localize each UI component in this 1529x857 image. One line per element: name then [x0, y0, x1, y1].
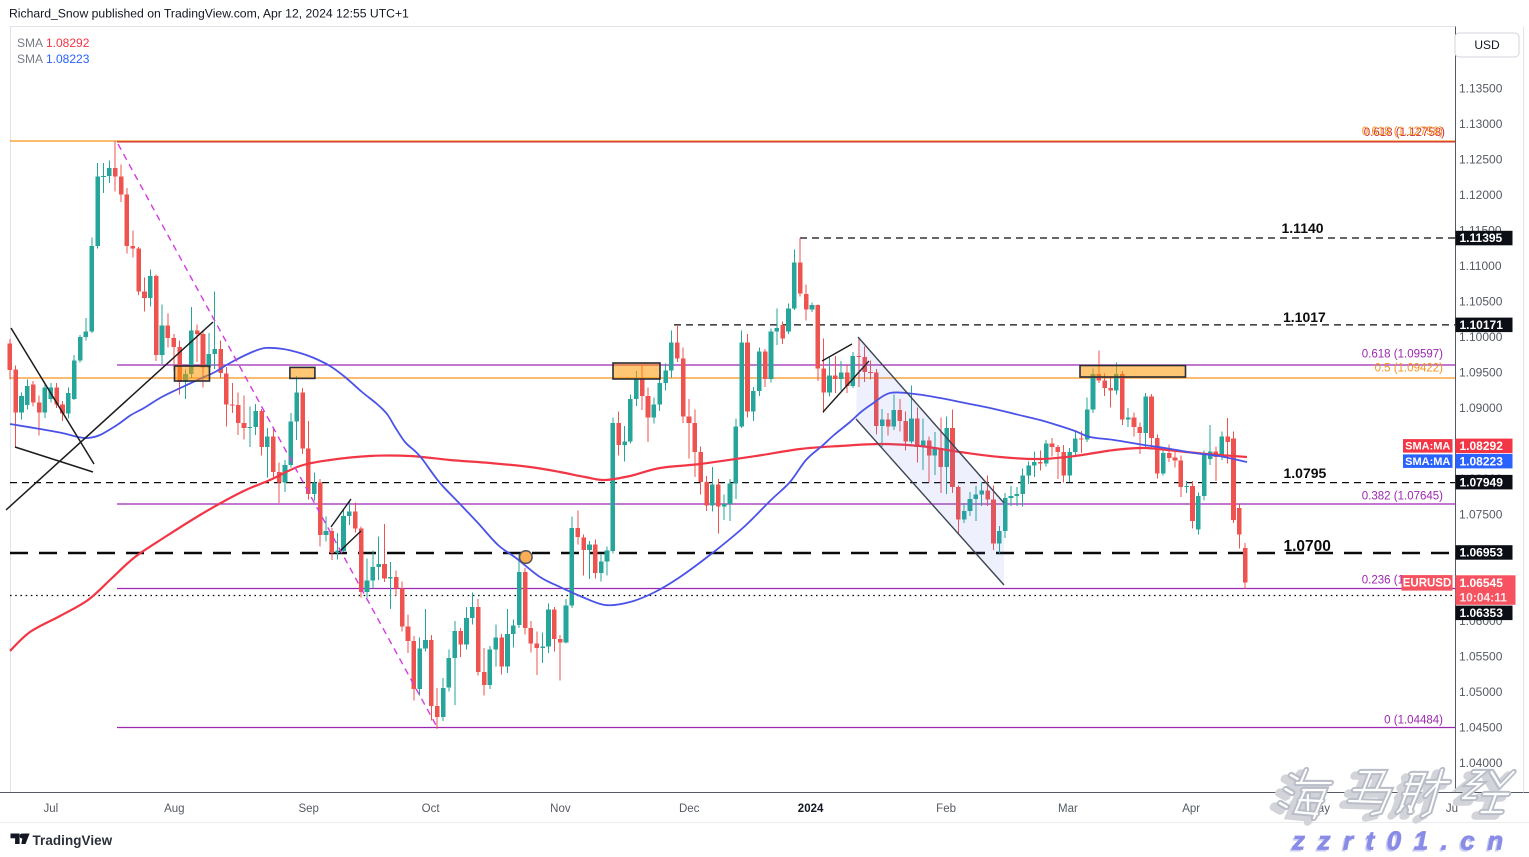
svg-text:Sep: Sep [298, 803, 318, 815]
svg-text:1.09500: 1.09500 [1459, 366, 1503, 380]
svg-text:1.06353: 1.06353 [1460, 606, 1504, 620]
svg-text:Nov: Nov [550, 803, 571, 815]
svg-text:0.618 (1.12758): 0.618 (1.12758) [1364, 127, 1445, 139]
svg-text:zzrt01.cn: zzrt01.cn [1289, 828, 1514, 857]
svg-text:0.382 (1.07645): 0.382 (1.07645) [1362, 491, 1443, 503]
svg-text:1.08292: 1.08292 [46, 36, 90, 50]
svg-text:1.05500: 1.05500 [1459, 650, 1503, 664]
svg-text:1.13500: 1.13500 [1459, 82, 1503, 96]
svg-text:1.04500: 1.04500 [1459, 721, 1503, 735]
svg-text:TradingView: TradingView [33, 833, 113, 848]
svg-text:1.11395: 1.11395 [1460, 231, 1503, 245]
svg-text:SMA: SMA [17, 36, 43, 50]
svg-text:1.09000: 1.09000 [1459, 401, 1503, 415]
svg-text:1.10500: 1.10500 [1459, 295, 1503, 309]
svg-text:1.08292: 1.08292 [1460, 439, 1504, 453]
svg-text:1.10000: 1.10000 [1459, 330, 1503, 344]
svg-text:Richard_Snow published on Trad: Richard_Snow published on TradingView.co… [9, 7, 409, 21]
svg-text:Apr: Apr [1182, 803, 1200, 815]
svg-text:1.05000: 1.05000 [1459, 685, 1503, 699]
svg-text:1.08223: 1.08223 [46, 52, 90, 66]
svg-text:1.07949: 1.07949 [1460, 475, 1504, 489]
svg-text:1.07500: 1.07500 [1459, 508, 1503, 522]
svg-text:Mar: Mar [1058, 803, 1078, 815]
svg-text:1.1140: 1.1140 [1282, 220, 1324, 236]
svg-text:Oct: Oct [422, 803, 441, 815]
svg-text:0.236 (1: 0.236 (1 [1362, 575, 1404, 587]
svg-text:EURUSD: EURUSD [1403, 578, 1452, 590]
svg-text:1.0700: 1.0700 [1284, 538, 1331, 555]
svg-text:zzrt01.cn: zzrt01.cn [1291, 826, 1516, 856]
svg-text:0.618 (1.09597): 0.618 (1.09597) [1362, 349, 1443, 361]
svg-text:Dec: Dec [679, 803, 700, 815]
svg-text:1.10171: 1.10171 [1460, 318, 1504, 332]
svg-text:1.1017: 1.1017 [1283, 309, 1326, 325]
svg-text:1.06953: 1.06953 [1460, 546, 1504, 560]
svg-text:Jul: Jul [43, 803, 58, 815]
svg-text:SMA:MA: SMA:MA [1405, 456, 1450, 468]
svg-text:1.08223: 1.08223 [1460, 454, 1504, 468]
svg-text:0 (1.04484): 0 (1.04484) [1384, 715, 1443, 727]
svg-text:1.11000: 1.11000 [1459, 259, 1502, 273]
svg-text:USD: USD [1474, 38, 1500, 52]
svg-text:SMA: SMA [17, 52, 43, 66]
svg-text:1.12500: 1.12500 [1459, 153, 1503, 167]
svg-text:0.5 (1.09422): 0.5 (1.09422) [1375, 363, 1444, 375]
svg-text:SMA:MA: SMA:MA [1405, 441, 1450, 453]
svg-text:2024: 2024 [798, 803, 824, 815]
svg-text:1.04000: 1.04000 [1459, 756, 1503, 770]
svg-text:1.13000: 1.13000 [1459, 117, 1503, 131]
svg-text:Feb: Feb [936, 803, 956, 815]
svg-text:0.618 (1.12758): 0.618 (1.12758) [1362, 126, 1443, 138]
svg-text:1.06545: 1.06545 [1460, 576, 1504, 590]
svg-text:Ju: Ju [1446, 803, 1458, 815]
svg-text:10:04:11: 10:04:11 [1460, 591, 1508, 605]
svg-text:Aug: Aug [164, 803, 184, 815]
svg-text:1.0795: 1.0795 [1284, 465, 1327, 481]
svg-text:1.12000: 1.12000 [1459, 188, 1503, 202]
